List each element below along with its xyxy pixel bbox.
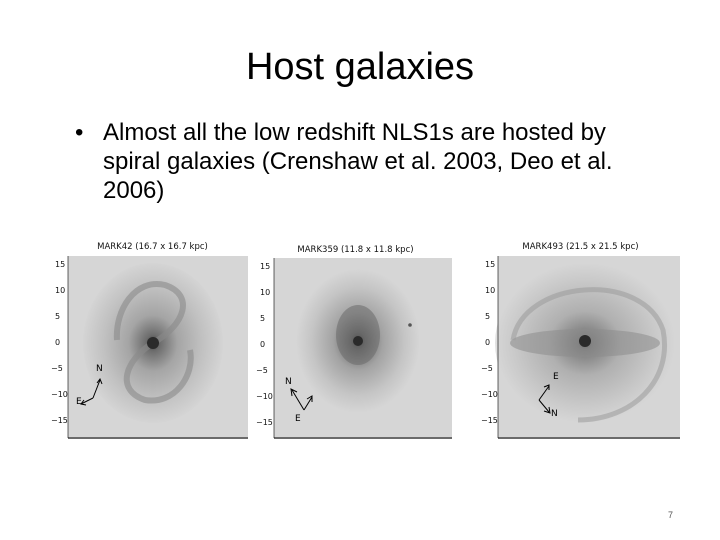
y-tick: 10 <box>260 288 271 297</box>
y-tick: −15 <box>481 416 498 425</box>
galaxy-panel-mark42: MARK42 (16.7 x 16.7 kpc) 15 10 5 0 −5 −1… <box>51 240 250 445</box>
y-tick: 5 <box>55 312 61 321</box>
bullet-symbol: • <box>75 119 84 146</box>
compass-mark42 <box>80 377 103 406</box>
y-tick: 10 <box>55 286 66 295</box>
y-tick: 0 <box>55 338 61 347</box>
y-tick: 15 <box>55 260 66 269</box>
y-tick: 5 <box>260 314 266 323</box>
y-tick: −10 <box>481 390 498 399</box>
compass-north-label: N <box>285 377 292 387</box>
galaxy-panel-mark359: MARK359 (11.8 x 11.8 kpc) 15 10 5 0 −5 −… <box>256 240 453 445</box>
y-tick: 15 <box>260 262 271 271</box>
galaxy-image-mark42 <box>67 256 248 439</box>
compass-north-label: N <box>96 364 103 374</box>
panel-label: MARK359 (11.8 x 11.8 kpc) <box>297 245 414 255</box>
y-tick: 15 <box>485 260 496 269</box>
y-tick: −5 <box>481 364 493 373</box>
galaxy-image-mark493 <box>495 256 680 439</box>
y-tick: 0 <box>485 338 491 347</box>
y-tick: 0 <box>260 340 266 349</box>
y-tick: −10 <box>256 392 273 401</box>
compass-north-label: N <box>551 409 558 419</box>
galaxy-image-mark359 <box>273 258 452 439</box>
y-tick: −5 <box>51 364 63 373</box>
y-tick: −15 <box>256 418 273 427</box>
panel-label: MARK42 (16.7 x 16.7 kpc) <box>97 242 208 252</box>
y-tick: 5 <box>485 312 491 321</box>
y-tick: −10 <box>51 390 68 399</box>
page-number: 7 <box>668 510 674 520</box>
slide-title: Host galaxies <box>245 46 475 88</box>
compass-east-label: E <box>295 414 301 424</box>
y-tick: −15 <box>51 416 68 425</box>
compass-mark493 <box>538 384 551 414</box>
galaxy-panel-mark493: MARK493 (21.5 x 21.5 kpc) 15 10 5 0 −5 −… <box>481 240 680 445</box>
panel-label: MARK493 (21.5 x 21.5 kpc) <box>522 242 639 252</box>
bullet-text: Almost all the low redshift NLS1s are ho… <box>103 119 613 204</box>
compass-east-label: E <box>76 397 82 407</box>
compass-mark359 <box>290 388 313 411</box>
y-tick: 10 <box>485 286 496 295</box>
compass-east-label: E <box>553 372 559 382</box>
y-tick: −5 <box>256 366 268 375</box>
